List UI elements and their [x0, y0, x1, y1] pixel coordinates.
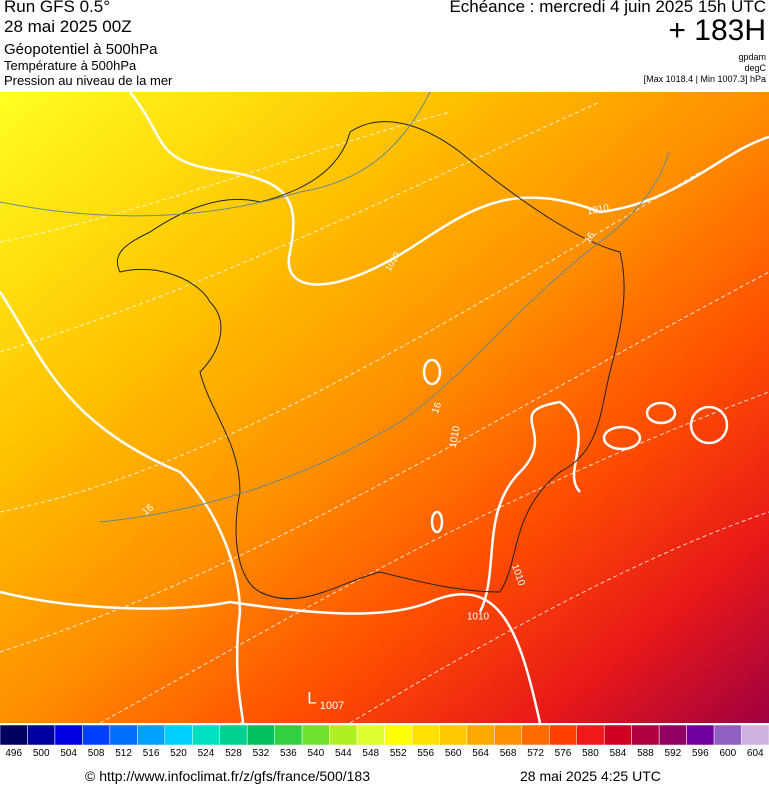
colorbar-label: 588 — [637, 748, 654, 759]
colorbar-label: 572 — [527, 748, 544, 759]
colorbar-label: 520 — [170, 748, 187, 759]
colorbar-label: 560 — [445, 748, 462, 759]
colorbar-label: 564 — [472, 748, 489, 759]
colorbar: 496 500 504 508 512 516 520 524 528 532 536 540 544 5… — [0, 725, 769, 759]
colorbar-label: 508 — [88, 748, 105, 759]
colorbar-swatch — [82, 725, 111, 746]
temperature-contours — [0, 101, 769, 723]
generated-time: 28 mai 2025 4:25 UTC — [520, 768, 661, 784]
colorbar-swatch — [246, 725, 275, 746]
colorbar-label: 536 — [280, 748, 297, 759]
colorbar-label: 580 — [582, 748, 599, 759]
colorbar-swatch — [301, 725, 330, 746]
field: Géopotentiel à 500hPa — [4, 41, 158, 58]
run: Run GFS 0.5° — [4, 0, 111, 16]
colorbar-label: 512 — [115, 748, 132, 759]
colorbar-label: 532 — [253, 748, 270, 759]
unit: gpdam — [738, 52, 766, 62]
colorbar-swatch — [27, 725, 56, 746]
colorbar-label: 496 — [5, 748, 22, 759]
pressure-contours — [0, 92, 769, 723]
colorbar-label: 504 — [60, 748, 77, 759]
colorbar-swatch — [603, 725, 632, 746]
isotherm — [0, 92, 670, 523]
field: Pression au niveau de la mer — [4, 73, 173, 88]
contour-label: 1010 — [448, 425, 463, 449]
colorbar-swatch — [384, 725, 413, 746]
contour-label: 16 — [430, 401, 444, 416]
colorbar-swatch — [356, 725, 385, 746]
colorbar-swatch — [741, 725, 769, 746]
colorbar-label: 544 — [335, 748, 352, 759]
colorbar-label: 552 — [390, 748, 407, 759]
colorbar-swatch — [631, 725, 660, 746]
colorbar-swatch — [109, 725, 138, 746]
colorbar-label: 524 — [198, 748, 215, 759]
colorbar-swatch — [658, 725, 687, 746]
contour-label: 1010 — [586, 203, 610, 218]
colorbar-swatch — [439, 725, 468, 746]
colorbar-swatch — [137, 725, 166, 746]
colorbar-label: 592 — [665, 748, 682, 759]
colorbar-swatch — [549, 725, 577, 746]
colorbar-label: 500 — [33, 748, 50, 759]
colorbar-label: 548 — [362, 748, 379, 759]
colorbar-swatch — [164, 725, 193, 746]
colorbar-swatch — [686, 725, 715, 746]
colorbar-swatch — [192, 725, 220, 746]
colorbar-swatch — [494, 725, 523, 746]
contour-label: 16 — [583, 230, 598, 246]
colorbar-label: 568 — [500, 748, 517, 759]
run-date: 28 mai 2025 00Z — [4, 17, 132, 36]
colorbar-swatch — [466, 725, 495, 746]
colorbar-label: 596 — [692, 748, 709, 759]
field-background — [0, 92, 769, 723]
colorbar-swatch — [329, 725, 358, 746]
coastline — [116, 121, 625, 600]
colorbar-label: 600 — [719, 748, 736, 759]
colorbar-swatch — [576, 725, 605, 746]
colorbar-swatch — [411, 725, 440, 746]
colorbar-label: 540 — [307, 748, 324, 759]
lead-time: + 183H — [668, 14, 766, 47]
colorbar-swatch — [219, 725, 248, 746]
colorbar-swatch — [274, 725, 303, 746]
contour-label: 1007 — [320, 700, 344, 712]
field: Température à 500hPa — [4, 58, 137, 73]
colorbar-label: 584 — [610, 748, 627, 759]
colorbar-swatch — [54, 725, 83, 746]
colorbar-swatch — [713, 725, 742, 746]
unit: degC — [744, 63, 766, 73]
colorbar-swatch — [521, 725, 550, 746]
forecast: Echéance : mercredi 4 juin 2025 15h UTC — [449, 0, 766, 16]
contour-label: L — [307, 688, 316, 707]
source-link[interactable]: © http://www.infoclimat.fr/z/gfs/france/… — [85, 768, 370, 784]
colorbar-label: 516 — [143, 748, 160, 759]
colorbar-label: 528 — [225, 748, 242, 759]
contour-label: 1010 — [467, 612, 490, 623]
colorbar-label: 604 — [747, 748, 764, 759]
pressure-range: [Max 1018.4 | Min 1007.3] hPa — [643, 74, 766, 84]
colorbar-label: 556 — [417, 748, 434, 759]
colorbar-swatch — [0, 725, 28, 746]
colorbar-label: 576 — [555, 748, 572, 759]
